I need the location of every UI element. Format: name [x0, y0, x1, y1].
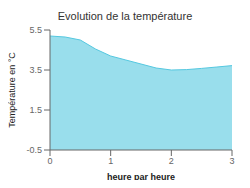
svg-text:heure par heure: heure par heure — [107, 172, 175, 180]
svg-text:3.5: 3.5 — [29, 65, 42, 75]
svg-text:0: 0 — [47, 156, 52, 166]
svg-text:5.5: 5.5 — [29, 25, 42, 35]
svg-text:3: 3 — [229, 156, 234, 166]
svg-text:-0.5: -0.5 — [26, 145, 42, 155]
svg-text:1.5: 1.5 — [29, 105, 42, 115]
svg-text:2: 2 — [169, 156, 174, 166]
svg-text:Température en °C: Température en °C — [8, 52, 17, 128]
html-text:Evolution de la température: Evolution de la température — [57, 10, 193, 22]
svg-text:1: 1 — [108, 156, 113, 166]
